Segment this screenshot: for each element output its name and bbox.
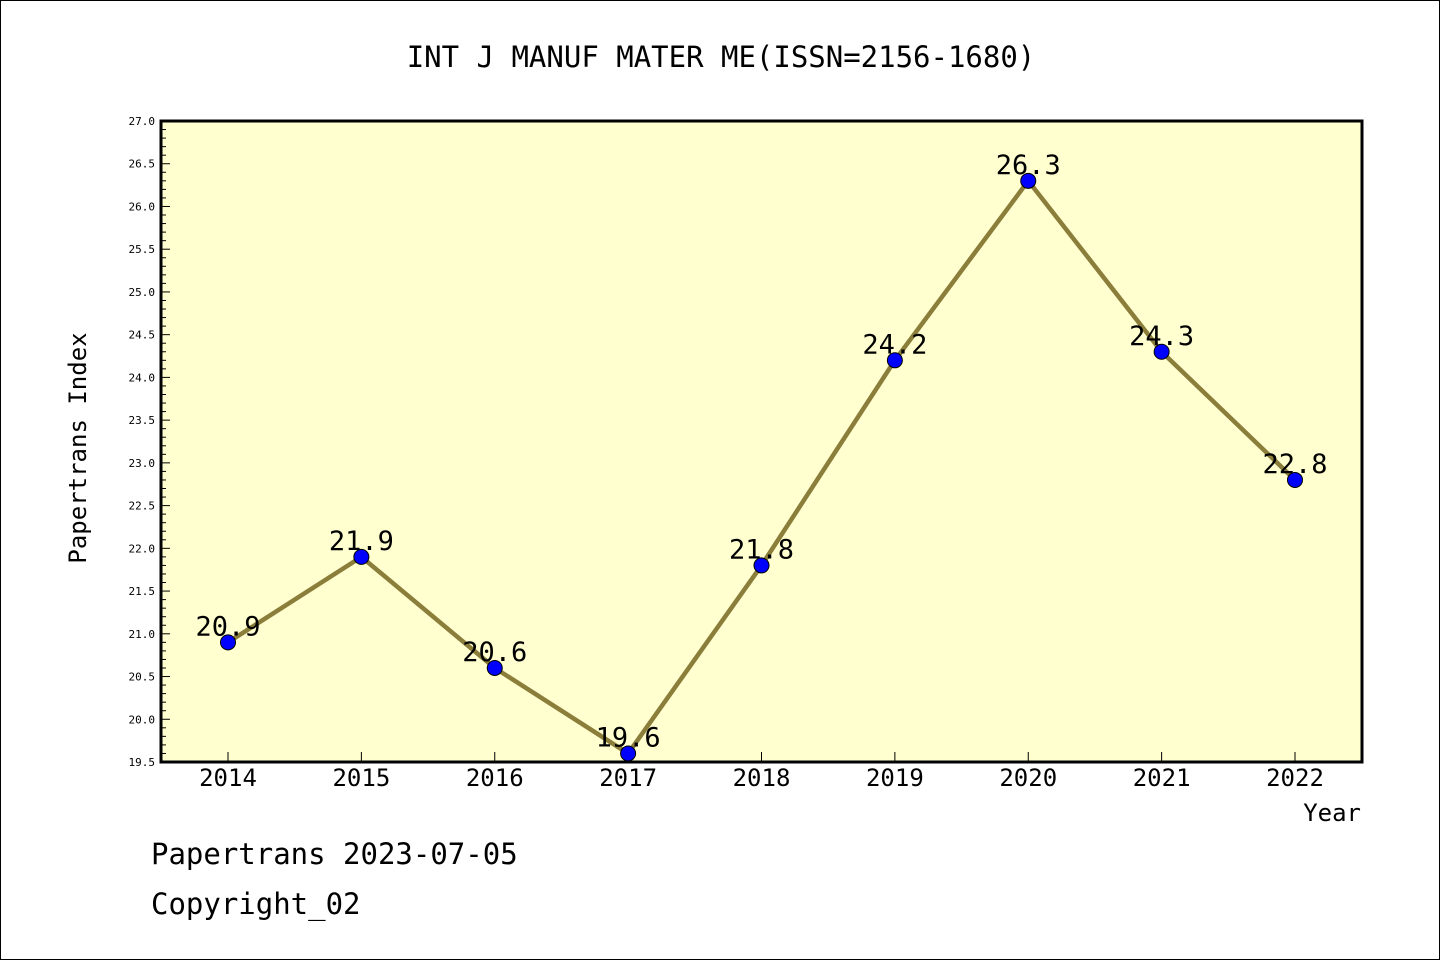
data-label: 20.9 [195,611,260,642]
x-tick-label: 2015 [332,764,390,792]
data-label: 21.8 [729,534,794,565]
y-tick-label: 23.5 [129,414,156,427]
y-tick-label: 23.0 [129,457,156,470]
y-tick-label: 26.5 [129,158,156,171]
x-tick-label: 2018 [733,764,791,792]
data-labels: 20.9 21.9 20.6 19.6 21.8 24.2 26.3 24.3 22.8 [195,150,1327,754]
data-label: 24.3 [1129,321,1194,352]
y-tick-label: 22.5 [129,500,156,513]
y-tick-label: 25.5 [129,243,156,256]
y-tick-label: 21.5 [129,585,156,598]
data-label: 19.6 [596,722,661,753]
data-label: 26.3 [996,150,1061,181]
y-tick-label: 20.0 [129,713,156,726]
data-point-marker [1020,172,1037,189]
y-tick-label: 19.5 [129,756,156,769]
data-label: 20.6 [462,637,527,668]
data-label: 24.2 [862,329,927,360]
x-tick-label: 2020 [999,764,1057,792]
x-tick-label: 2019 [866,764,924,792]
y-tick-label: 24.0 [129,371,156,384]
data-point-marker [486,659,503,676]
x-tick-label: 2021 [1133,764,1191,792]
x-tick-label: 2016 [466,764,524,792]
x-tick-label: 2014 [199,764,257,792]
data-point-marker [753,557,770,574]
data-point-marker [353,548,370,565]
data-point-marker [620,745,637,762]
y-tick-label: 24.5 [129,329,156,342]
x-tick-label: 2022 [1266,764,1324,792]
data-point-marker [1287,471,1303,488]
y-tick-label: 26.0 [129,200,156,213]
data-label: 21.9 [329,526,394,557]
y-axis-label: Papertrans Index [64,332,92,563]
plot-area [159,119,1364,764]
footer-copyright: Copyright_02 [151,887,361,921]
y-tick-label: 20.5 [129,671,156,684]
chart-title: INT J MANUF MATER ME(ISSN=2156-1680) [407,40,1036,74]
x-tick-label: 2017 [599,764,657,792]
y-tick-label: 22.0 [129,542,156,555]
y-axis: 19.5 20.0 20.5 21.0 21.5 22.0 22.5 23.0 23.5 24.0… [129,115,170,769]
data-point-marker [886,352,903,369]
data-point-marker [220,634,236,651]
data-label: 22.8 [1262,449,1327,480]
x-axis-label: Year [1303,799,1361,827]
y-tick-label: 27.0 [129,115,156,128]
data-point-marker [1153,343,1170,360]
x-axis: 2014 2015 2016 2017 2018 2019 2020 2021 2022 [199,752,1324,792]
y-tick-label: 25.0 [129,286,156,299]
series-markers [220,172,1303,762]
y-tick-label: 21.0 [129,628,156,641]
footer-date: Papertrans 2023-07-05 [151,837,518,871]
